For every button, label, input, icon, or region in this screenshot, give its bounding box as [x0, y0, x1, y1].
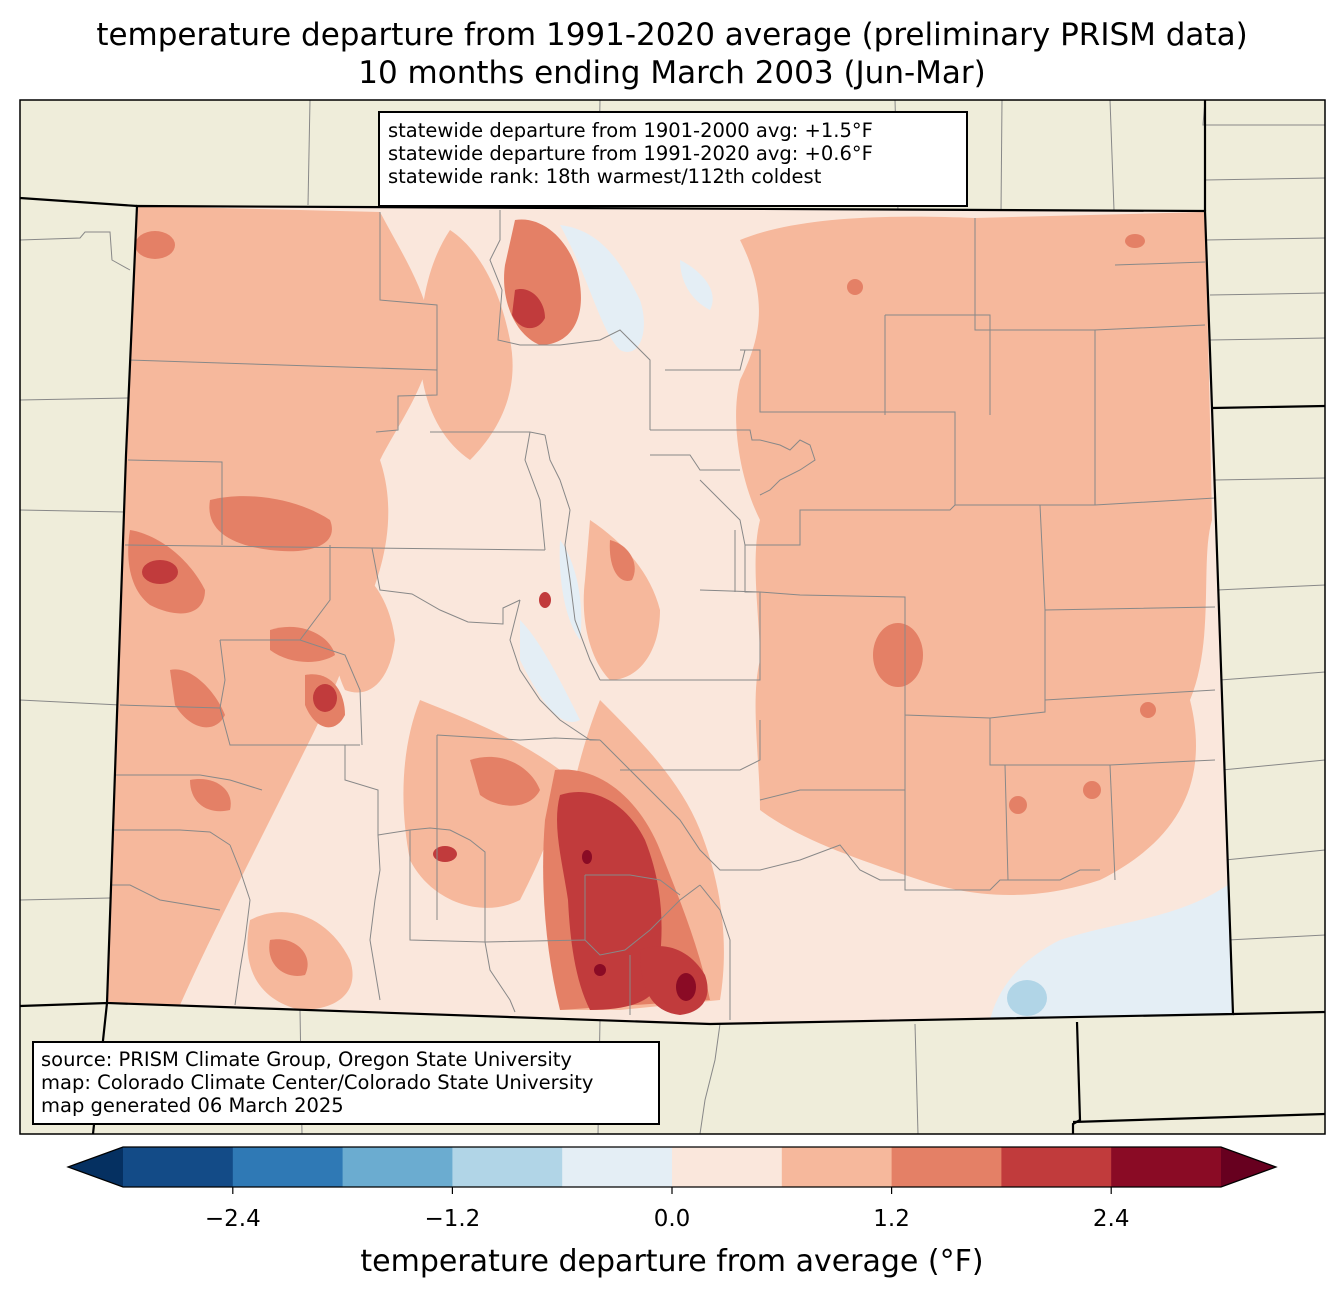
cool-areas	[520, 225, 1233, 1020]
county-lines	[107, 210, 1216, 1020]
colorado-border	[105, 204, 1235, 1026]
hottest-areas	[582, 850, 696, 1001]
colorbar-bin	[672, 1147, 783, 1187]
colorbar-label: temperature departure from average (°F)	[360, 1244, 984, 1279]
colorbar-tick-label: 2.4	[1092, 1206, 1130, 1232]
colorbar-bin	[1001, 1147, 1112, 1187]
nebraska-kansas-border	[1211, 404, 1325, 410]
stats-rank: statewide rank: 18th warmest/112th colde…	[388, 165, 822, 188]
colorbar-tick-label: 0.0	[653, 1206, 691, 1232]
colorbar-extend-min	[68, 1147, 123, 1187]
map-title-line-1: temperature departure from 1991-2020 ave…	[96, 17, 1248, 53]
colorbar-tick-label: −1.2	[424, 1206, 481, 1232]
source-box: source: PRISM Climate Group, Oregon Stat…	[32, 1041, 660, 1125]
map-title-line-2: 10 months ending March 2003 (Jun-Mar)	[358, 55, 986, 91]
colorbar-outline	[66, 1146, 1278, 1188]
colorbar-bin	[123, 1147, 234, 1187]
colorbar-extend-max	[1221, 1147, 1276, 1187]
statewide-stats-box: statewide departure from 1901-2000 avg: …	[378, 111, 968, 207]
colorbar-bin	[232, 1147, 344, 1187]
colorbar-tick-label: −2.4	[204, 1206, 261, 1232]
colorbar-bin	[891, 1147, 1002, 1187]
stats-departure-1901-2000: statewide departure from 1901-2000 avg: …	[388, 119, 873, 142]
colorbar-bin	[452, 1147, 563, 1187]
source-line: source: PRISM Climate Group, Oregon Stat…	[41, 1048, 572, 1071]
temperature-field	[107, 206, 1233, 1024]
colorbar-tick-label: 1.2	[873, 1206, 910, 1232]
cool-spot	[1007, 980, 1047, 1016]
hot-areas	[142, 289, 708, 1015]
colorbar-bin	[1111, 1147, 1222, 1187]
stats-departure-1991-2020: statewide departure from 1991-2020 avg: …	[388, 142, 873, 165]
colorbar	[66, 1146, 1278, 1188]
colorbar-bin	[562, 1147, 673, 1187]
colorbar-ticks	[232, 1187, 1112, 1194]
wyoming-utah-border	[20, 196, 138, 208]
colorbar-bin	[342, 1147, 453, 1187]
oklahoma-kansas-border	[1232, 1010, 1325, 1016]
generated-date-line: map generated 06 March 2025	[41, 1094, 344, 1117]
texas-oklahoma-border	[1072, 1112, 1325, 1124]
colorbar-bin	[781, 1147, 893, 1187]
map-border	[19, 99, 1326, 1135]
map-credit-line: map: Colorado Climate Center/Colorado St…	[41, 1071, 594, 1094]
